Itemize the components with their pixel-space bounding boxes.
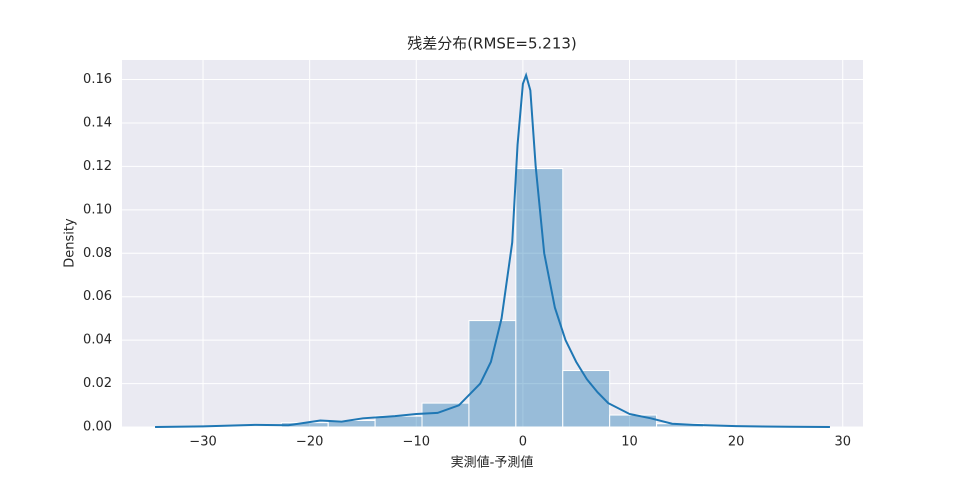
x-tick-label: 30 [834, 435, 851, 450]
x-tick-label: −10 [403, 435, 430, 450]
x-tick-label: −20 [296, 435, 323, 450]
x-axis-label: 実測値-予測値 [451, 455, 534, 471]
x-tick-label: 10 [621, 435, 638, 450]
y-tick-label: 0.08 [83, 246, 112, 261]
kde-line [155, 71, 830, 428]
bar [609, 414, 658, 428]
y-tick-label: 0.14 [83, 115, 112, 130]
y-axis-label: Density [63, 218, 78, 268]
y-tick-label: 0.06 [83, 289, 112, 304]
y-tick-label: 0.16 [83, 72, 112, 87]
bar [468, 320, 517, 428]
bar [421, 402, 470, 428]
y-tick-label: 0.12 [83, 159, 112, 174]
y-tick-label: 0.10 [83, 202, 112, 217]
x-tick-label: 20 [728, 435, 745, 450]
marks [155, 71, 830, 428]
grid [122, 60, 863, 428]
x-tick-label: −30 [189, 435, 216, 450]
y-tick-label: 0.04 [83, 333, 112, 348]
y-tick-label: 0.02 [83, 376, 112, 391]
y-tick-label: 0.00 [83, 420, 112, 435]
x-tick-label: 0 [519, 435, 527, 450]
bar [515, 168, 564, 428]
chart-title: 残差分布(RMSE=5.213) [407, 35, 577, 53]
plot-area [122, 60, 863, 427]
